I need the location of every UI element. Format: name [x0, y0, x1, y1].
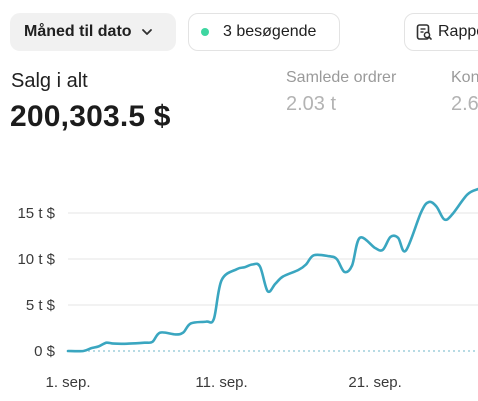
- y-tick-label: 0 $: [34, 343, 56, 360]
- date-range-label: Måned til dato: [24, 23, 132, 40]
- total-orders-value[interactable]: 2.03 t: [286, 93, 337, 115]
- conversion-rate-label[interactable]: Konverteringsrate: [451, 69, 478, 86]
- y-tick-label: 10 t $: [17, 251, 55, 268]
- live-visitors-button[interactable]: 3 besøgende: [188, 13, 340, 51]
- visitors-label: 3 besøgende: [223, 23, 317, 40]
- report-icon: [416, 24, 432, 40]
- sales-series-line[interactable]: [66, 187, 478, 353]
- y-tick-label: 15 t $: [17, 205, 55, 222]
- report-label: Rapport: [438, 23, 478, 40]
- live-status-dot-icon: [201, 28, 209, 36]
- date-range-dropdown[interactable]: Måned til dato: [10, 13, 176, 51]
- total-sales-value: 200,303.5 $: [10, 100, 171, 133]
- conversion-rate-value[interactable]: 2.6: [451, 93, 478, 115]
- x-tick-label: 21. sep.: [348, 374, 401, 391]
- x-tick-label: 11. sep.: [195, 374, 247, 391]
- y-tick-label: 5 t $: [26, 297, 56, 314]
- x-tick-label: 1. sep.: [45, 374, 90, 391]
- report-button[interactable]: Rapport: [404, 13, 478, 51]
- total-sales-label: Salg i alt: [11, 70, 88, 92]
- total-orders-label[interactable]: Samlede ordrer: [286, 69, 397, 86]
- chevron-down-icon: [140, 25, 154, 39]
